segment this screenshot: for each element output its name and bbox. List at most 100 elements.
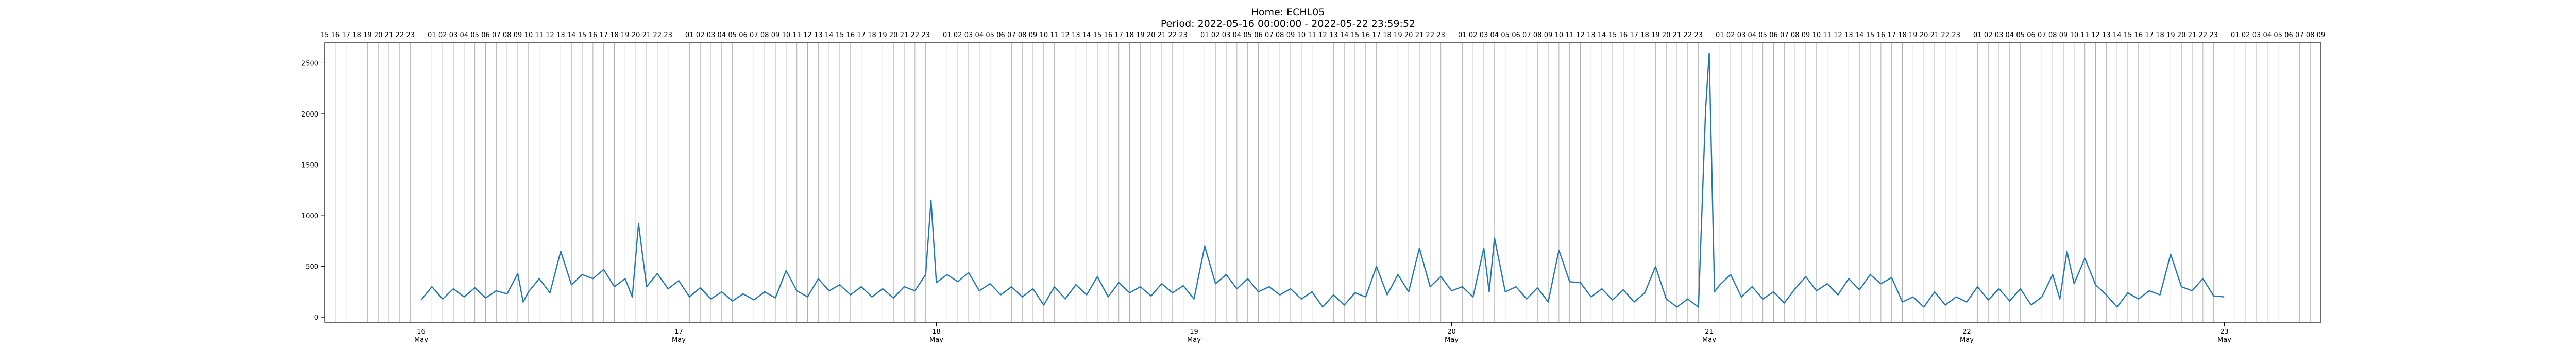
hour-tick-label: 05 [1758,31,1767,39]
x-tick-label-month: May [1187,336,1201,344]
hour-tick-label: 09 [1802,31,1810,39]
x-tick-label-month: May [2217,336,2231,344]
hour-tick-label: 05 [470,31,479,39]
hour-tick-label: 07 [492,31,501,39]
x-tick-label-day: 16 [417,328,426,336]
hour-tick-label: 06 [1254,31,1263,39]
hour-tick-label: 02 [1469,31,1478,39]
hour-tick-label: 11 [792,31,801,39]
hour-tick-label: 16 [1619,31,1628,39]
chart-title: Home: ECHL05 [1251,7,1325,18]
hour-tick-label: 14 [1082,31,1091,39]
hour-tick-label: 11 [1823,31,1832,39]
y-tick-label: 0 [314,314,318,322]
hour-tick-label: 16 [1877,31,1886,39]
hour-tick-label: 22 [2199,31,2208,39]
hour-tick-label: 07 [2038,31,2046,39]
hour-tick-label: 14 [1855,31,1864,39]
hour-tick-label: 10 [782,31,791,39]
hour-tick-label: 08 [503,31,512,39]
hour-tick-label: 06 [2284,31,2293,39]
hour-tick-label: 17 [1630,31,1638,39]
hour-tick-label: 14 [1340,31,1349,39]
hour-tick-label: 06 [996,31,1005,39]
hour-tick-label: 03 [707,31,716,39]
hour-tick-label: 22 [911,31,920,39]
hour-tick-label: 03 [2252,31,2261,39]
hour-tick-label: 22 [1684,31,1692,39]
hour-tick-label: 16 [589,31,598,39]
x-tick-label-day: 22 [1962,328,1971,336]
hour-tick-label: 06 [481,31,490,39]
hour-tick-label: 15 [1866,31,1875,39]
hour-tick-label: 10 [1812,31,1821,39]
hour-tick-label: 23 [664,31,672,39]
x-tick-label-day: 18 [932,328,941,336]
hour-tick-label: 20 [374,31,383,39]
hour-tick-label: 02 [438,31,447,39]
hour-tick-label: 08 [1018,31,1027,39]
hour-tick-label: 07 [750,31,758,39]
hour-tick-label: 02 [1211,31,1220,39]
x-tick-label-month: May [929,336,943,344]
hour-tick-label: 06 [739,31,748,39]
hour-tick-label: 06 [2027,31,2036,39]
hour-tick-label: 05 [1243,31,1252,39]
hour-tick-label: 18 [2156,31,2164,39]
hour-tick-label: 08 [1276,31,1284,39]
hour-tick-label: 07 [1265,31,1274,39]
hour-tick-label: 15 [1093,31,1102,39]
hour-tick-label: 12 [1318,31,1327,39]
hour-tick-label: 23 [1694,31,1703,39]
hour-tick-label: 16 [2134,31,2143,39]
hour-tick-label: 07 [1780,31,1789,39]
hour-tick-label: 13 [556,31,565,39]
hour-tick-label: 08 [2048,31,2057,39]
hour-tick-label: 01 [1458,31,1467,39]
hour-tick-label: 01 [1973,31,1982,39]
hour-tick-label: 22 [396,31,404,39]
hour-tick-label: 10 [1040,31,1048,39]
hour-tick-label: 23 [1436,31,1445,39]
hour-tick-label: 15 [578,31,587,39]
hour-tick-label: 18 [1898,31,1907,39]
hour-tick-label: 23 [921,31,930,39]
hour-tick-label: 22 [1941,31,1950,39]
hour-tick-label: 11 [1050,31,1059,39]
y-tick-label: 2000 [301,111,318,119]
hour-tick-label: 19 [1909,31,1918,39]
hour-tick-label: 21 [900,31,909,39]
hour-tick-label: 18 [868,31,876,39]
hour-tick-label: 17 [599,31,608,39]
hour-tick-label: 12 [2091,31,2100,39]
hour-tick-label: 21 [1930,31,1939,39]
hour-tick-label: 21 [2188,31,2197,39]
x-tick-label-day: 17 [674,328,683,336]
x-tick-label-month: May [414,336,428,344]
hour-tick-label: 14 [567,31,576,39]
hour-tick-label: 21 [642,31,651,39]
hour-tick-label: 19 [1136,31,1145,39]
hour-tick-label: 22 [1168,31,1177,39]
x-tick-label-day: 20 [1447,328,1456,336]
hour-tick-label: 04 [460,31,469,39]
hour-tick-label: 03 [449,31,458,39]
hour-tick-label: 14 [2113,31,2122,39]
hour-tick-label: 20 [632,31,640,39]
hour-tick-label: 22 [653,31,662,39]
hour-tick-label: 17 [2145,31,2154,39]
hour-tick-label: 12 [1576,31,1585,39]
hour-tick-label: 02 [1984,31,1993,39]
hour-tick-label: 11 [2080,31,2089,39]
hour-tick-label: 04 [718,31,726,39]
top-hour-tick-labels: 15 16 17 18 19 20 21 22 23 01 02 03 04 05 06 07 08 09 10 11… [320,31,2326,39]
y-axis: 0 500 1000 1500 2000 2500 [301,60,325,322]
hour-tick-label: 23 [1952,31,1960,39]
series-layer [420,52,2225,308]
x-tick-label-month: May [1960,336,1974,344]
hour-tick-label: 01 [2231,31,2240,39]
hour-tick-label: 12 [1061,31,1070,39]
